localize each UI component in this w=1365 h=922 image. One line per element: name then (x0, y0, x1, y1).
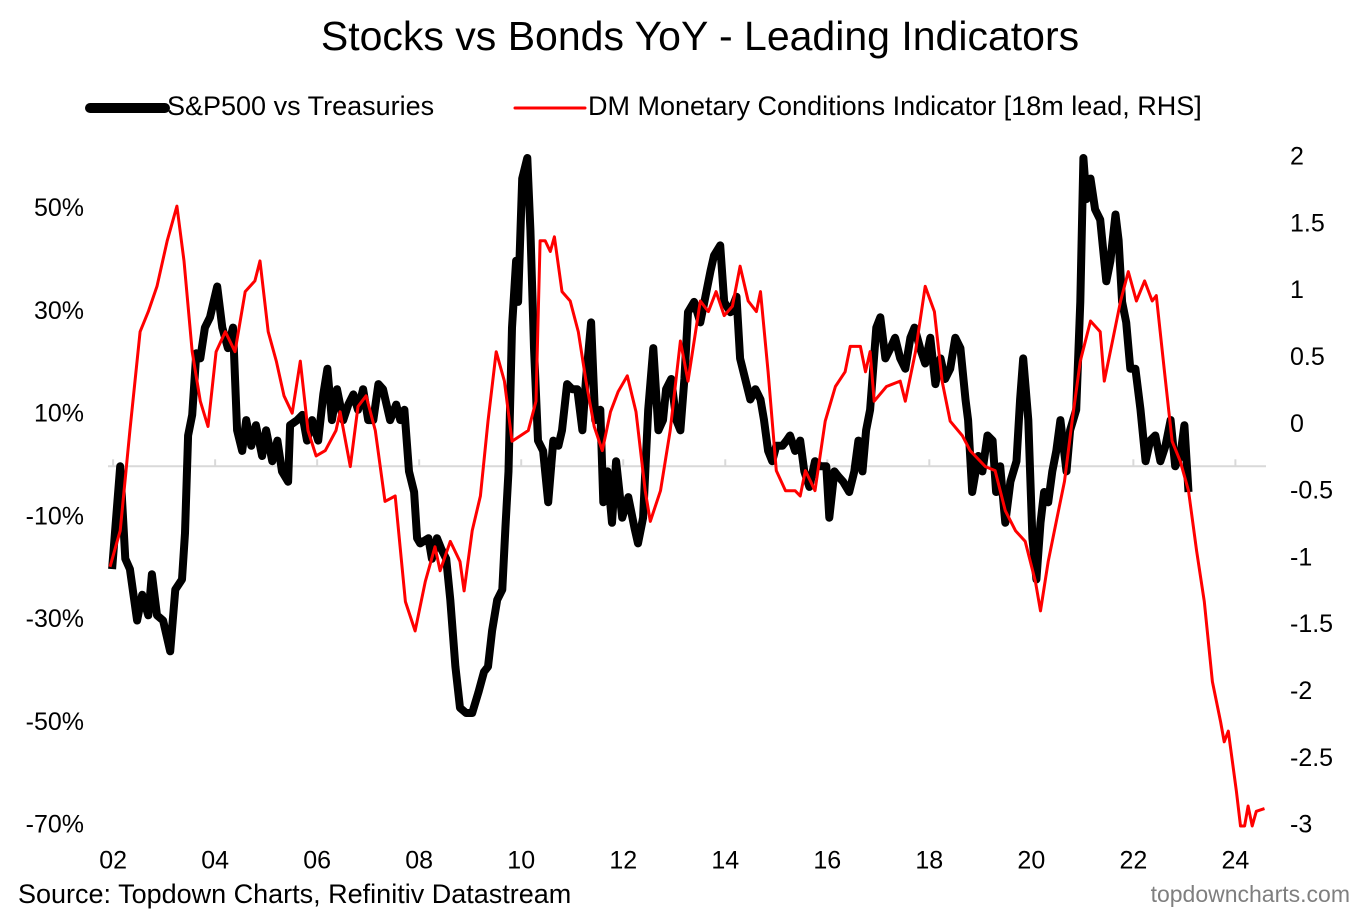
y2-tick-label: 0.5 (1290, 343, 1325, 371)
y2-tick-label: -0.5 (1290, 477, 1333, 505)
y2-tick-label: -3 (1290, 811, 1312, 839)
y-tick-label: 50% (34, 194, 84, 222)
x-tick-label: 10 (507, 847, 535, 875)
legend-label: DM Monetary Conditions Indicator [18m le… (588, 91, 1202, 121)
watermark: topdowncharts.com (1151, 881, 1350, 907)
chart-title: Stocks vs Bonds YoY - Leading Indicators (321, 13, 1079, 59)
y-tick-label: -30% (26, 605, 84, 633)
series-line (108, 154, 1193, 717)
x-tick-label: 04 (201, 847, 229, 875)
y2-tick-label: 0 (1290, 410, 1304, 438)
y2-tick-label: -1.5 (1290, 610, 1333, 638)
x-tick-label: 16 (813, 847, 841, 875)
x-tick-label: 22 (1119, 847, 1147, 875)
x-tick-label: 02 (99, 847, 127, 875)
y-tick-label: 10% (34, 400, 84, 428)
x-tick-label: 18 (915, 847, 943, 875)
y-tick-label: -10% (26, 502, 84, 530)
x-tick-label: 08 (405, 847, 433, 875)
y2-tick-label: 1.5 (1290, 209, 1325, 237)
x-tick-label: 24 (1221, 847, 1249, 875)
y-tick-label: -70% (26, 811, 84, 839)
y2-tick-label: 2 (1290, 143, 1304, 171)
y-tick-label: 30% (34, 297, 84, 325)
series-line (108, 204, 1265, 828)
x-tick-label: 06 (303, 847, 331, 875)
x-tick-label: 20 (1017, 847, 1045, 875)
y2-tick-label: -2.5 (1290, 744, 1333, 772)
y2-tick-label: -1 (1290, 543, 1312, 571)
source-note: Source: Topdown Charts, Refinitiv Datast… (18, 879, 571, 909)
y2-tick-label: 1 (1290, 276, 1304, 304)
x-tick-label: 12 (609, 847, 637, 875)
y-tick-label: -50% (26, 708, 84, 736)
legend-label: S&P500 vs Treasuries (167, 91, 434, 121)
x-tick-label: 14 (711, 847, 739, 875)
y2-tick-label: -2 (1290, 677, 1312, 705)
